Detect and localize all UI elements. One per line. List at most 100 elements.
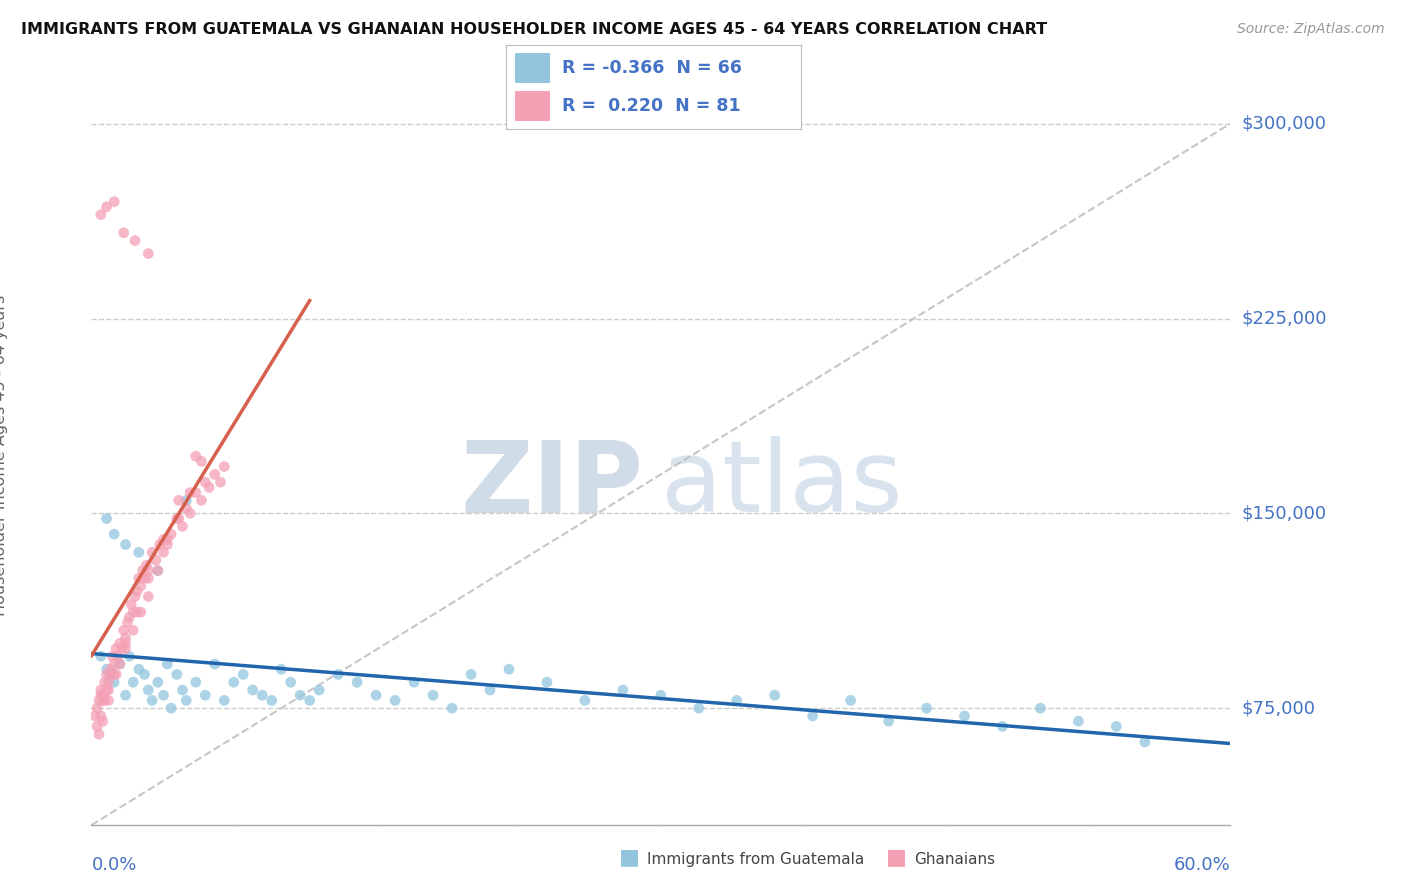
Point xyxy=(184,675,207,690)
Point xyxy=(204,657,226,671)
Point xyxy=(87,693,110,707)
Point xyxy=(172,519,194,533)
Point xyxy=(214,693,236,707)
Point xyxy=(90,709,112,723)
Point xyxy=(103,657,125,671)
Point xyxy=(184,485,207,500)
Point xyxy=(478,683,501,698)
Point xyxy=(1105,719,1128,733)
Text: $300,000: $300,000 xyxy=(1241,115,1327,133)
Point xyxy=(84,709,107,723)
Point xyxy=(93,693,115,707)
Point xyxy=(128,545,150,559)
Point xyxy=(174,493,197,508)
Point xyxy=(174,693,197,707)
Point xyxy=(134,667,156,681)
Point xyxy=(138,246,160,260)
Text: $75,000: $75,000 xyxy=(1241,699,1316,717)
Text: ■: ■ xyxy=(886,847,907,867)
Point xyxy=(167,511,190,525)
Point xyxy=(156,537,179,551)
Point xyxy=(122,605,145,619)
Point xyxy=(160,701,183,715)
Point xyxy=(114,688,136,702)
Point xyxy=(915,701,938,715)
Point xyxy=(125,584,148,599)
Point xyxy=(90,649,112,664)
Point xyxy=(763,688,786,702)
Point xyxy=(96,667,118,681)
Point xyxy=(114,537,136,551)
Point xyxy=(108,657,131,671)
Point xyxy=(103,675,125,690)
Point xyxy=(877,714,900,729)
Point xyxy=(128,662,150,676)
Point xyxy=(172,683,194,698)
Point xyxy=(93,675,115,690)
Point xyxy=(117,615,139,630)
Point xyxy=(108,636,131,650)
Point xyxy=(801,709,824,723)
Point xyxy=(86,719,108,733)
Text: $150,000: $150,000 xyxy=(1241,504,1327,523)
Point xyxy=(138,683,160,698)
Point xyxy=(103,667,125,681)
Point xyxy=(141,693,163,707)
Point xyxy=(118,649,141,664)
Point xyxy=(124,234,146,248)
Point xyxy=(105,641,128,656)
Point xyxy=(190,493,212,508)
Text: Source: ZipAtlas.com: Source: ZipAtlas.com xyxy=(1237,22,1385,37)
Text: R = -0.366  N = 66: R = -0.366 N = 66 xyxy=(562,59,742,77)
Point xyxy=(112,624,135,638)
Point xyxy=(96,662,118,676)
Point xyxy=(250,688,273,702)
Point xyxy=(290,688,312,702)
Point xyxy=(111,641,134,656)
Point xyxy=(107,649,129,664)
Point xyxy=(156,657,179,671)
Point xyxy=(1067,714,1090,729)
Point xyxy=(650,688,672,702)
Point xyxy=(146,564,169,578)
Text: 60.0%: 60.0% xyxy=(1174,856,1230,874)
Point xyxy=(90,683,112,698)
Point xyxy=(135,558,157,573)
Text: $225,000: $225,000 xyxy=(1241,310,1327,327)
Point xyxy=(97,675,120,690)
Point xyxy=(346,675,368,690)
Point xyxy=(364,688,387,702)
Point xyxy=(1133,735,1156,749)
Point xyxy=(146,564,169,578)
Point xyxy=(222,675,245,690)
Point xyxy=(1029,701,1052,715)
Point xyxy=(991,719,1014,733)
Point xyxy=(97,693,120,707)
Point xyxy=(146,675,169,690)
Point xyxy=(129,605,152,619)
Point xyxy=(152,688,174,702)
Point xyxy=(194,475,217,490)
Point xyxy=(112,226,135,240)
Point xyxy=(134,571,156,585)
Point xyxy=(179,507,201,521)
Point xyxy=(184,449,207,463)
Point xyxy=(688,701,710,715)
Point xyxy=(90,688,112,702)
Point xyxy=(141,545,163,559)
Text: IMMIGRANTS FROM GUATEMALA VS GHANAIAN HOUSEHOLDER INCOME AGES 45 - 64 YEARS CORR: IMMIGRANTS FROM GUATEMALA VS GHANAIAN HO… xyxy=(21,22,1047,37)
Point xyxy=(101,649,124,664)
Point xyxy=(87,727,110,741)
Point xyxy=(97,683,120,698)
Point xyxy=(404,675,426,690)
Point xyxy=(96,511,118,525)
Point xyxy=(138,571,160,585)
Point xyxy=(536,675,558,690)
Point xyxy=(498,662,520,676)
Text: ZIP: ZIP xyxy=(461,436,644,533)
Point xyxy=(152,545,174,559)
Text: Householder Income Ages 45 - 64 years: Householder Income Ages 45 - 64 years xyxy=(0,294,8,615)
Text: ■: ■ xyxy=(619,847,640,867)
FancyBboxPatch shape xyxy=(515,54,550,83)
Point xyxy=(198,480,221,494)
